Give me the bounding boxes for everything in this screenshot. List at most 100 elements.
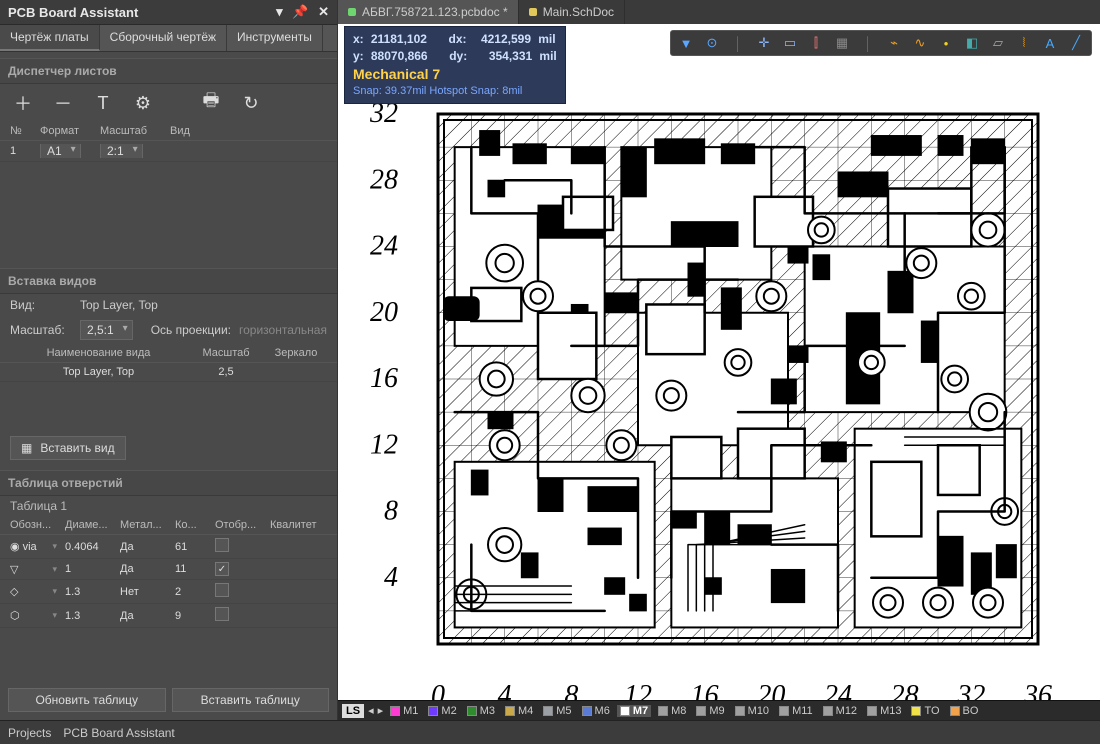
layer-swatch xyxy=(911,706,921,716)
cell-met: Нет xyxy=(116,586,171,598)
layer-item[interactable]: M10 xyxy=(732,705,772,717)
update-table-button[interactable]: Обновить таблицу xyxy=(8,688,166,712)
layer-item[interactable]: M1 xyxy=(387,705,421,717)
cell-show[interactable] xyxy=(211,538,266,555)
toolbar-tool-icon[interactable]: A xyxy=(1041,34,1059,52)
tab-drawing[interactable]: Чертёж платы xyxy=(0,25,100,51)
layer-swatch xyxy=(696,706,706,716)
separator: │ xyxy=(729,34,747,52)
cell-show[interactable] xyxy=(211,607,266,624)
col-num: № xyxy=(6,125,36,137)
layer-item[interactable]: M12 xyxy=(820,705,860,717)
layer-swatch xyxy=(735,706,745,716)
pin-icon[interactable]: 📌 xyxy=(292,4,308,19)
layer-label: M12 xyxy=(836,705,857,717)
layer-item[interactable]: M9 xyxy=(693,705,727,717)
layer-ls[interactable]: LS xyxy=(342,704,364,718)
format-dropdown[interactable]: A1 xyxy=(40,144,81,158)
layer-label: M6 xyxy=(595,705,610,717)
layer-item[interactable]: M2 xyxy=(425,705,459,717)
layer-item[interactable]: M6 xyxy=(579,705,613,717)
remove-sheet-icon[interactable]: － xyxy=(50,90,76,116)
cell-cnt: 61 xyxy=(171,541,211,553)
insert-table-button[interactable]: Вставить таблицу xyxy=(172,688,330,712)
toolbar-tool-icon[interactable]: • xyxy=(937,34,955,52)
layer-item[interactable]: M5 xyxy=(540,705,574,717)
proj-value[interactable]: горизонтальная xyxy=(239,323,327,337)
views-grid-header: Наименование вида Масштаб Зеркало xyxy=(0,344,337,363)
panel-title-text: PCB Board Assistant xyxy=(8,5,138,20)
layer-item[interactable]: BO xyxy=(947,705,982,717)
text-tool-icon[interactable]: T xyxy=(90,90,116,116)
layer-item[interactable]: M11 xyxy=(776,705,816,717)
scale-value[interactable]: 2,5:1 xyxy=(80,320,133,340)
tab-assembly[interactable]: Сборочный чертёж xyxy=(100,25,227,51)
toolbar-tool-icon[interactable]: ◧ xyxy=(963,34,981,52)
cell-met: Да xyxy=(116,610,171,622)
holes-row[interactable]: ⬡▾1.3Да9 xyxy=(0,604,337,628)
close-icon[interactable]: ✕ xyxy=(318,4,329,19)
toolbar-tool-icon[interactable]: ▼ xyxy=(677,34,695,52)
layer-item[interactable]: M7 xyxy=(617,705,651,717)
refresh-icon[interactable]: ↻ xyxy=(238,90,264,116)
toolbar-tool-icon[interactable]: ✛ xyxy=(755,34,773,52)
layer-item[interactable]: M13 xyxy=(864,705,904,717)
scale-dropdown[interactable]: 2:1 xyxy=(100,144,143,158)
tab-tools[interactable]: Инструменты xyxy=(227,25,323,51)
layer-item[interactable]: M4 xyxy=(502,705,536,717)
nav-left-icon[interactable]: ◂ xyxy=(368,704,374,717)
toolbar-tool-icon[interactable]: ▭ xyxy=(781,34,799,52)
insert-view-button[interactable]: ▦ Вставить вид xyxy=(10,436,126,460)
nav-right-icon[interactable]: ▸ xyxy=(378,704,384,717)
views-row[interactable]: Top Layer, Top 2,5 xyxy=(0,363,337,382)
layer-label: M10 xyxy=(748,705,769,717)
toolbar-tool-icon[interactable]: ▦ xyxy=(833,34,851,52)
cell-met: Да xyxy=(116,563,171,575)
cell-show[interactable] xyxy=(211,583,266,600)
cell-dia: 1 xyxy=(61,563,116,575)
toolbar-tool-icon[interactable]: ╱ xyxy=(1067,34,1085,52)
view-label: Вид: xyxy=(10,298,72,312)
cell-format[interactable]: A1 xyxy=(36,144,96,158)
toolbar-tool-icon[interactable]: ⦚ xyxy=(1015,34,1033,52)
cell-dia: 1.3 xyxy=(61,610,116,622)
status-assistant[interactable]: PCB Board Assistant xyxy=(63,726,174,740)
editor-area: АБВГ.758721.123.pcbdoc * Main.SchDoc 322… xyxy=(338,0,1100,720)
svg-text:4: 4 xyxy=(384,562,398,593)
holes-row[interactable]: ▽▾1Да11✓ xyxy=(0,559,337,580)
cell-scale[interactable]: 2:1 xyxy=(96,144,166,158)
holes-row[interactable]: ◇▾1.3Нет2 xyxy=(0,580,337,604)
layer-item[interactable]: M8 xyxy=(655,705,689,717)
toolbar-tool-icon[interactable]: ⌁ xyxy=(885,34,903,52)
toolbar-tool-icon[interactable]: ⊙ xyxy=(703,34,721,52)
holes-row[interactable]: ◉via▾0.4064Да61 xyxy=(0,535,337,559)
dy-value: 354,331 xyxy=(489,49,532,63)
add-sheet-icon[interactable]: ＋ xyxy=(10,90,36,116)
layer-label: M7 xyxy=(633,705,648,717)
col-met: Метал... xyxy=(116,519,171,531)
toolbar-tool-icon[interactable]: ▱ xyxy=(989,34,1007,52)
sheets-row[interactable]: 1 A1 2:1 xyxy=(0,141,337,162)
cell-show[interactable]: ✓ xyxy=(211,562,266,576)
panel-titlebar: PCB Board Assistant ▾ 📌 ✕ xyxy=(0,0,337,25)
layer-label: M13 xyxy=(880,705,901,717)
settings-icon[interactable]: ⚙ xyxy=(130,90,156,116)
layer-swatch xyxy=(582,706,592,716)
insert-view-row: ▦ Вставить вид xyxy=(0,432,337,464)
print-icon[interactable]: 🖶 xyxy=(198,90,224,116)
pcb-canvas[interactable]: 3228242016128404812162024283236 xyxy=(338,24,1100,720)
file-tab-active[interactable]: АБВГ.758721.123.pcbdoc * xyxy=(338,0,519,24)
status-projects[interactable]: Projects xyxy=(8,726,51,740)
dropdown-icon[interactable]: ▾ xyxy=(276,4,283,19)
toolbar-tool-icon[interactable]: ∿ xyxy=(911,34,929,52)
view-value[interactable]: Top Layer, Top xyxy=(80,298,327,312)
layer-item[interactable]: M3 xyxy=(464,705,498,717)
file-tab[interactable]: Main.SchDoc xyxy=(519,0,625,24)
toolbar-tool-icon[interactable]: ⫿ xyxy=(807,34,825,52)
status-bar: Projects PCB Board Assistant xyxy=(0,720,1100,744)
svg-text:28: 28 xyxy=(370,164,398,195)
col-scale: Масштаб xyxy=(96,125,166,137)
svg-text:12: 12 xyxy=(370,429,398,460)
layer-item[interactable]: TO xyxy=(908,705,942,717)
coord-info-bar: x: 21181,102 dx: 4212,599 mil y: 88070,8… xyxy=(344,26,566,104)
